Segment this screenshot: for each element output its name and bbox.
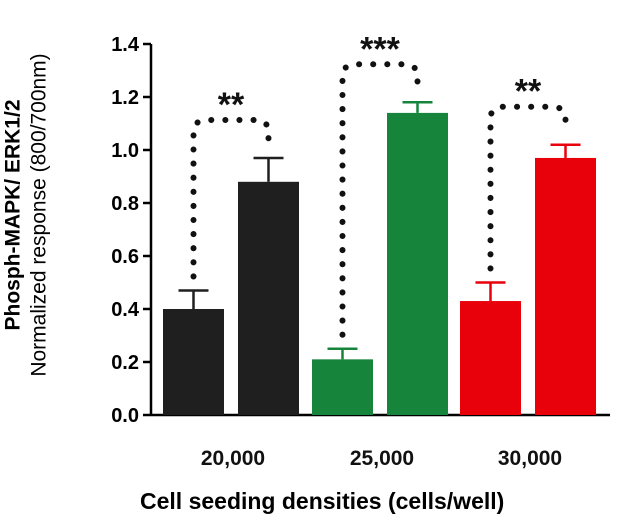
bar	[460, 301, 521, 415]
y-tick-label: 1.0	[111, 140, 139, 162]
x-tick-label: 25,000	[350, 447, 414, 470]
significance-label: ***	[360, 30, 400, 68]
y-tick-label: 0.4	[111, 299, 140, 321]
bar	[163, 309, 224, 415]
significance-label: **	[515, 73, 542, 111]
bar	[312, 359, 373, 415]
x-axis-title: Cell seeding densities (cells/well)	[140, 488, 505, 514]
significance-bracket	[190, 116, 272, 280]
bar	[387, 112, 448, 416]
y-tick-label: 0.6	[111, 246, 139, 268]
x-tick-label: 20,000	[201, 447, 265, 470]
y-tick-label: 0.2	[111, 352, 139, 374]
bar	[535, 157, 596, 415]
significance-label: **	[218, 86, 245, 124]
y-tick-label: 0.0	[111, 405, 139, 427]
y-tick-label: 0.8	[111, 193, 139, 215]
bar	[238, 181, 299, 415]
significance-bracket	[487, 103, 569, 272]
x-tick-label: 30,000	[498, 447, 562, 470]
y-tick-label: 1.4	[111, 34, 140, 56]
y-tick-label: 1.2	[111, 87, 139, 109]
